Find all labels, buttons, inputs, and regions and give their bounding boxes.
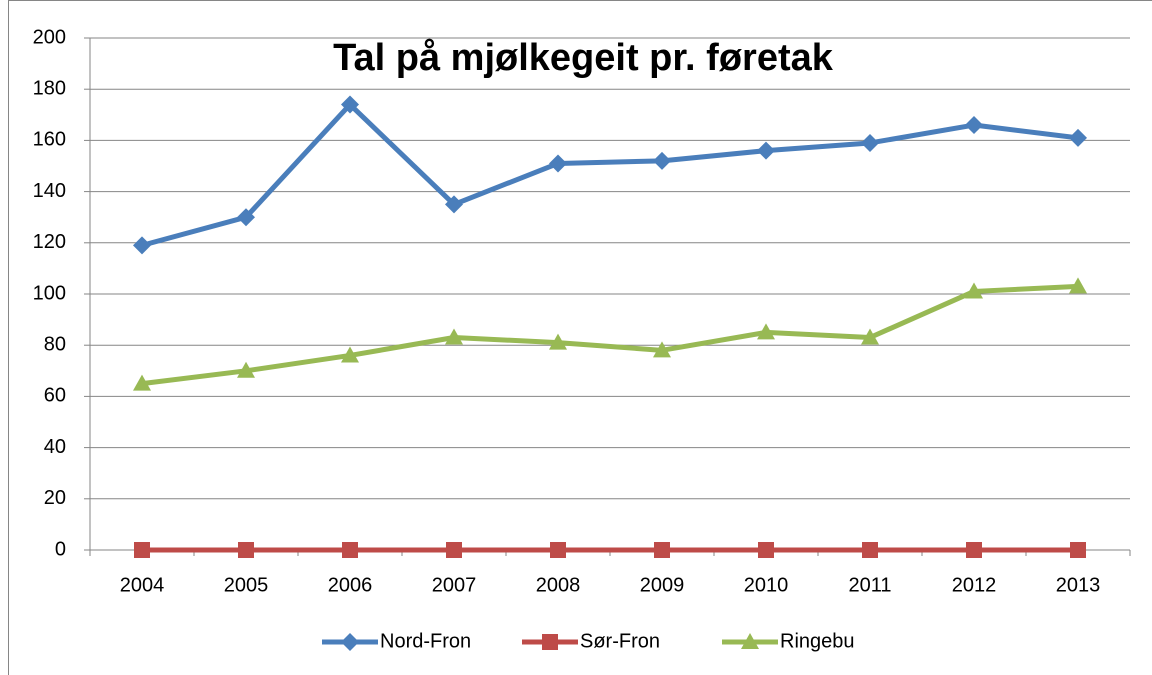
x-tick-label: 2012 [952, 574, 997, 596]
legend-label: Ringebu [780, 630, 855, 652]
x-tick-label: 2009 [640, 574, 685, 596]
series-line [141, 283, 1079, 387]
data-point [237, 361, 255, 378]
data-point [965, 282, 983, 299]
x-tick-label: 2008 [536, 574, 581, 596]
data-point [446, 542, 462, 558]
data-point [757, 323, 775, 340]
y-tick-label: 180 [33, 77, 66, 99]
data-point [653, 151, 671, 170]
data-point [757, 141, 775, 160]
data-point [445, 195, 463, 214]
y-tick-label: 0 [55, 538, 66, 560]
data-point [654, 542, 670, 558]
data-point [341, 346, 359, 363]
data-point [965, 116, 983, 135]
data-point [237, 208, 255, 227]
x-tick-label: 2011 [848, 574, 891, 596]
data-point [445, 328, 463, 345]
x-tick-label: 2004 [120, 574, 165, 596]
legend-label: Nord-Fron [380, 630, 471, 652]
x-tick-label: 2005 [224, 574, 269, 596]
data-point [550, 542, 566, 558]
data-point [653, 341, 671, 358]
data-point [133, 374, 151, 391]
data-point [238, 542, 254, 558]
y-tick-label: 100 [33, 282, 66, 304]
data-point [861, 328, 879, 345]
data-point [134, 542, 150, 558]
legend-marker [542, 634, 558, 650]
data-point [862, 542, 878, 558]
legend-marker [341, 633, 359, 651]
series-line [141, 102, 1079, 248]
chart-border [8, 0, 1152, 675]
y-tick-label: 20 [44, 487, 66, 509]
y-tick-label: 60 [44, 385, 66, 407]
data-point [1069, 128, 1087, 147]
x-tick-label: 2006 [328, 574, 373, 596]
y-tick-label: 160 [33, 129, 66, 151]
data-point [341, 95, 359, 114]
data-point [342, 542, 358, 558]
x-tick-label: 2013 [1056, 574, 1101, 596]
data-point [1069, 277, 1087, 294]
data-point [966, 542, 982, 558]
data-point [861, 133, 879, 152]
legend-marker [741, 633, 759, 649]
data-point [549, 154, 567, 173]
data-point [133, 236, 151, 255]
y-tick-label: 120 [33, 231, 66, 253]
legend-label: Sør-Fron [580, 630, 660, 652]
y-tick-label: 200 [33, 26, 66, 48]
y-tick-label: 140 [33, 180, 66, 202]
data-point [758, 542, 774, 558]
y-tick-label: 80 [44, 333, 66, 355]
x-tick-label: 2010 [744, 574, 789, 596]
data-point [549, 333, 567, 350]
data-point [1070, 542, 1086, 558]
y-tick-label: 40 [44, 436, 66, 458]
chart-title: Tal på mjølkegeit pr. føretak [333, 37, 834, 79]
x-tick-label: 2007 [432, 574, 477, 596]
